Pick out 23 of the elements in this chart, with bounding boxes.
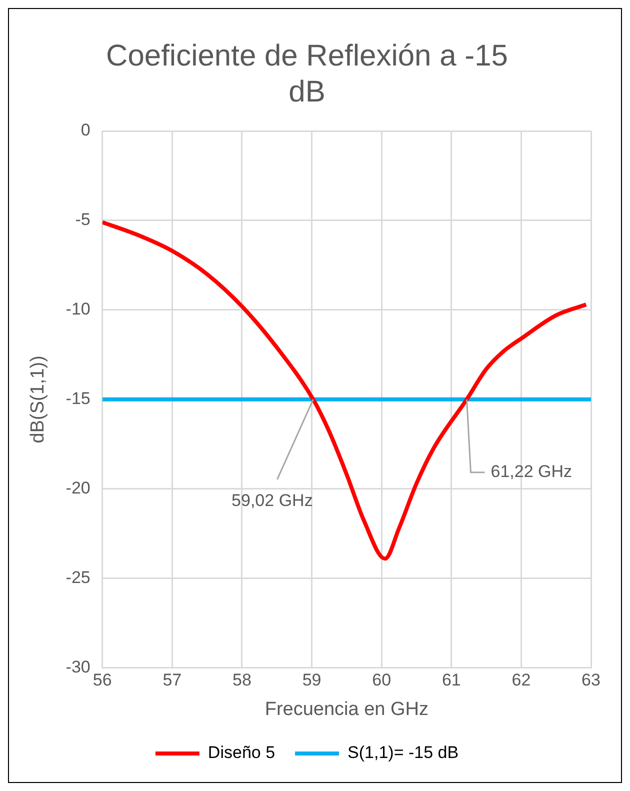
x-tick-label: 59 [302, 670, 322, 690]
annotation: 61,22 GHz [490, 462, 572, 482]
legend-label: Diseño 5 [208, 743, 276, 762]
x-tick-label: 63 [582, 670, 600, 690]
x-tick-label: 62 [512, 670, 531, 690]
legend-label: S(1,1)= -15 dB [348, 743, 459, 762]
x-tick-label: 61 [442, 670, 461, 690]
y-axis-title: dB(S(1,1)) [28, 356, 49, 444]
x-tick-label: 57 [162, 670, 182, 690]
chart-title: Coeficiente de Reflexión a -15 dB [106, 39, 508, 108]
y-tick-label: 0 [80, 120, 90, 140]
y-tick-label: -5 [75, 210, 90, 230]
y-tick-label: -30 [66, 657, 90, 676]
x-tick-label: 58 [232, 670, 252, 690]
y-tick-label: -20 [66, 478, 90, 498]
annotation: 59,02 GHz [232, 491, 313, 510]
x-tick-label: 56 [92, 670, 112, 690]
y-tick-label: -15 [66, 389, 90, 408]
y-tick-label: -10 [66, 300, 90, 319]
y-tick-label: -25 [66, 568, 90, 588]
line-series [102, 220, 588, 561]
x-tick-label: 60 [372, 670, 392, 690]
x-axis-title: Frecuencia en GHz [264, 698, 429, 720]
